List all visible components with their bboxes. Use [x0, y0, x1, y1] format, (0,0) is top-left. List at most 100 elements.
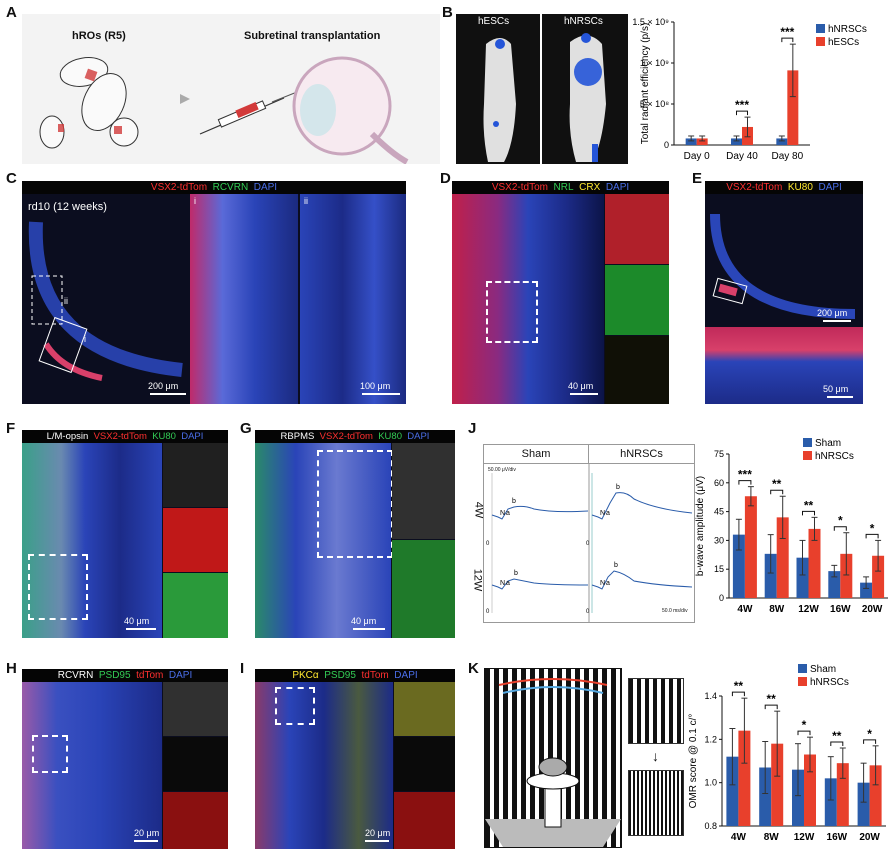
- scalebar-d: [570, 393, 598, 395]
- chart-k-bar-sham: [792, 769, 804, 826]
- stain-f-3: KU80: [152, 431, 176, 442]
- scalebar-e-2: [827, 396, 853, 398]
- ivis-image-hescs: hESCs: [456, 14, 540, 164]
- erg-zero-3: 0: [486, 609, 490, 615]
- chart-j-sig-bracket: [802, 510, 815, 516]
- chart-j-sig-bracket: [770, 489, 784, 495]
- stain-d-3: CRX: [579, 182, 601, 193]
- stain-e-2: KU80: [787, 182, 813, 193]
- inset-c-i: i: [190, 194, 298, 404]
- chart-j-sig-bracket: [833, 526, 847, 531]
- panel-label-i: I: [240, 660, 245, 677]
- stain-legend-c: VSX2-tdTom RCVRN DAPI: [22, 181, 406, 194]
- erg-trace-hnrscs-12w: [591, 570, 693, 590]
- chart-b-legend-label: hNRSCs: [828, 24, 867, 35]
- chart-j-sig-label: **: [772, 477, 782, 491]
- scalebar-f: [126, 628, 156, 630]
- stain-e-3: DAPI: [818, 182, 842, 193]
- grating-coarse: [628, 678, 684, 744]
- micrograph-e: VSX2-tdTom KU80 DAPI 200 μm 50 μm: [705, 181, 863, 404]
- chart-k-xtick-label: 4W: [731, 832, 747, 843]
- chart-j-ytick-label: 60: [714, 478, 724, 488]
- chart-j-ytick-label: 75: [714, 449, 724, 459]
- stain-legend-e: VSX2-tdTom KU80 DAPI: [705, 181, 863, 194]
- down-arrow-icon: ↓: [652, 748, 659, 764]
- retina-section-c: ii i: [28, 221, 183, 381]
- chart-j-bar-sham: [860, 582, 873, 598]
- chart-b-xtick-label: Day 40: [726, 151, 758, 162]
- erg-label-b-1: b: [512, 498, 516, 505]
- chart-k-sig-bracket: [863, 739, 877, 744]
- stain-g-4: DAPI: [407, 431, 430, 442]
- erg-label-n-4: N: [600, 580, 605, 587]
- chart-k-legend-swatch: [798, 664, 807, 673]
- stain-legend-d: VSX2-tdTom NRL CRX DAPI: [452, 181, 669, 194]
- erg-row-4w: 4W: [472, 501, 485, 519]
- chart-k-ytick-label: 1.4: [704, 691, 717, 701]
- chart-b-legend-swatch: [816, 37, 825, 46]
- hros-title: hROs (R5): [72, 30, 126, 42]
- grating-fine: [628, 770, 684, 836]
- scalebar-f-label: 40 μm: [124, 616, 150, 626]
- chart-b-bar-hnrscs: [731, 138, 742, 145]
- chart-j-legend-swatch: [803, 438, 812, 447]
- panel-label-b: B: [442, 4, 453, 21]
- chart-j-bar-sham: [828, 571, 841, 598]
- erg-label-n-2: N: [600, 510, 605, 517]
- stain-i-2: PSD95: [324, 670, 356, 681]
- chart-k-xtick-label: 20W: [859, 832, 880, 843]
- erg-label-a-2: a: [606, 510, 610, 517]
- transplant-title: Subretinal transplantation: [244, 30, 381, 42]
- chart-j-sig-label: *: [870, 521, 875, 535]
- chart-j-sig-bracket: [865, 533, 879, 539]
- scalebar-i-label: 20 μm: [365, 828, 391, 838]
- arrow-icon: [180, 94, 190, 104]
- stain-d-2: NRL: [553, 182, 574, 193]
- chart-k-ylabel: OMR score @ 0.1 c/°: [688, 714, 699, 809]
- stain-h-1: RCVRN: [57, 670, 94, 681]
- ivis-label-hescs: hESCs: [478, 16, 510, 27]
- erg-trace-hnrscs-4w: [591, 492, 693, 520]
- omr-apparatus: [484, 668, 622, 848]
- chart-k-sig-bracket: [764, 704, 778, 710]
- chart-b-sig-label: ***: [735, 98, 749, 112]
- micrograph-f: L/M-opsin VSX2-tdTom KU80 DAPI 40 μm: [22, 430, 228, 638]
- chart-j-bar-hnrscs: [744, 496, 757, 598]
- chart-b-sig-bracket: [736, 110, 748, 116]
- chart-b-ytick-label: 5 × 10⁸: [640, 99, 669, 109]
- chart-j-xtick-label: 12W: [798, 604, 819, 615]
- panel-label-e: E: [692, 170, 703, 187]
- chart-j-bar-hnrscs: [840, 553, 853, 598]
- erg-scale-t: 50.0 ms/div: [662, 608, 688, 614]
- scalebar-c-1: [150, 393, 186, 395]
- ivis-label-hnrscs: hNRSCs: [564, 16, 603, 27]
- erg-header-hnrscs: hNRSCs: [589, 445, 694, 464]
- chart-j-bar-hnrscs: [776, 517, 789, 598]
- chart-j-legend-label: hNRSCs: [815, 451, 854, 462]
- erg-header-sham: Sham: [484, 445, 589, 464]
- chart-j-sig-label: *: [838, 514, 843, 528]
- erg-trace-sham-12w: [491, 578, 589, 590]
- stain-i-3: tdTom: [361, 670, 389, 681]
- panel-label-a: A: [6, 4, 17, 21]
- chart-b-sig-label: ***: [780, 25, 794, 39]
- chart-k-bar-sham: [857, 782, 870, 826]
- scalebar-e-2-label: 50 μm: [823, 384, 849, 394]
- chart-b-ytick-label: 1 × 10⁹: [640, 58, 669, 68]
- scalebar-c-2: [362, 393, 400, 395]
- erg-traces: Sham hNRSCs 50.00 μV/div 50.0 ms/div N a…: [483, 444, 695, 623]
- scalebar-c-1-label: 200 μm: [148, 381, 179, 391]
- scalebar-g: [353, 628, 385, 630]
- chart-k-bar-sham: [824, 778, 837, 826]
- scalebar-e-1: [823, 320, 851, 322]
- chart-b-bar-hescs: [787, 70, 799, 145]
- chart-k-xtick-label: 8W: [764, 832, 780, 843]
- chart-k-ytick-label: 0.8: [704, 821, 717, 831]
- chart-k-legend-label: Sham: [810, 664, 836, 675]
- stain-legend-g: RBPMS VSX2-tdTom KU80 DAPI: [255, 430, 455, 443]
- erg-label-a-3: a: [506, 580, 510, 587]
- panel-a-schematic: hROs (R5) Subretinal transplantation: [22, 14, 440, 164]
- chart-j-bar-sham: [796, 557, 809, 598]
- chart-k-legend-label: hNRSCs: [810, 677, 849, 688]
